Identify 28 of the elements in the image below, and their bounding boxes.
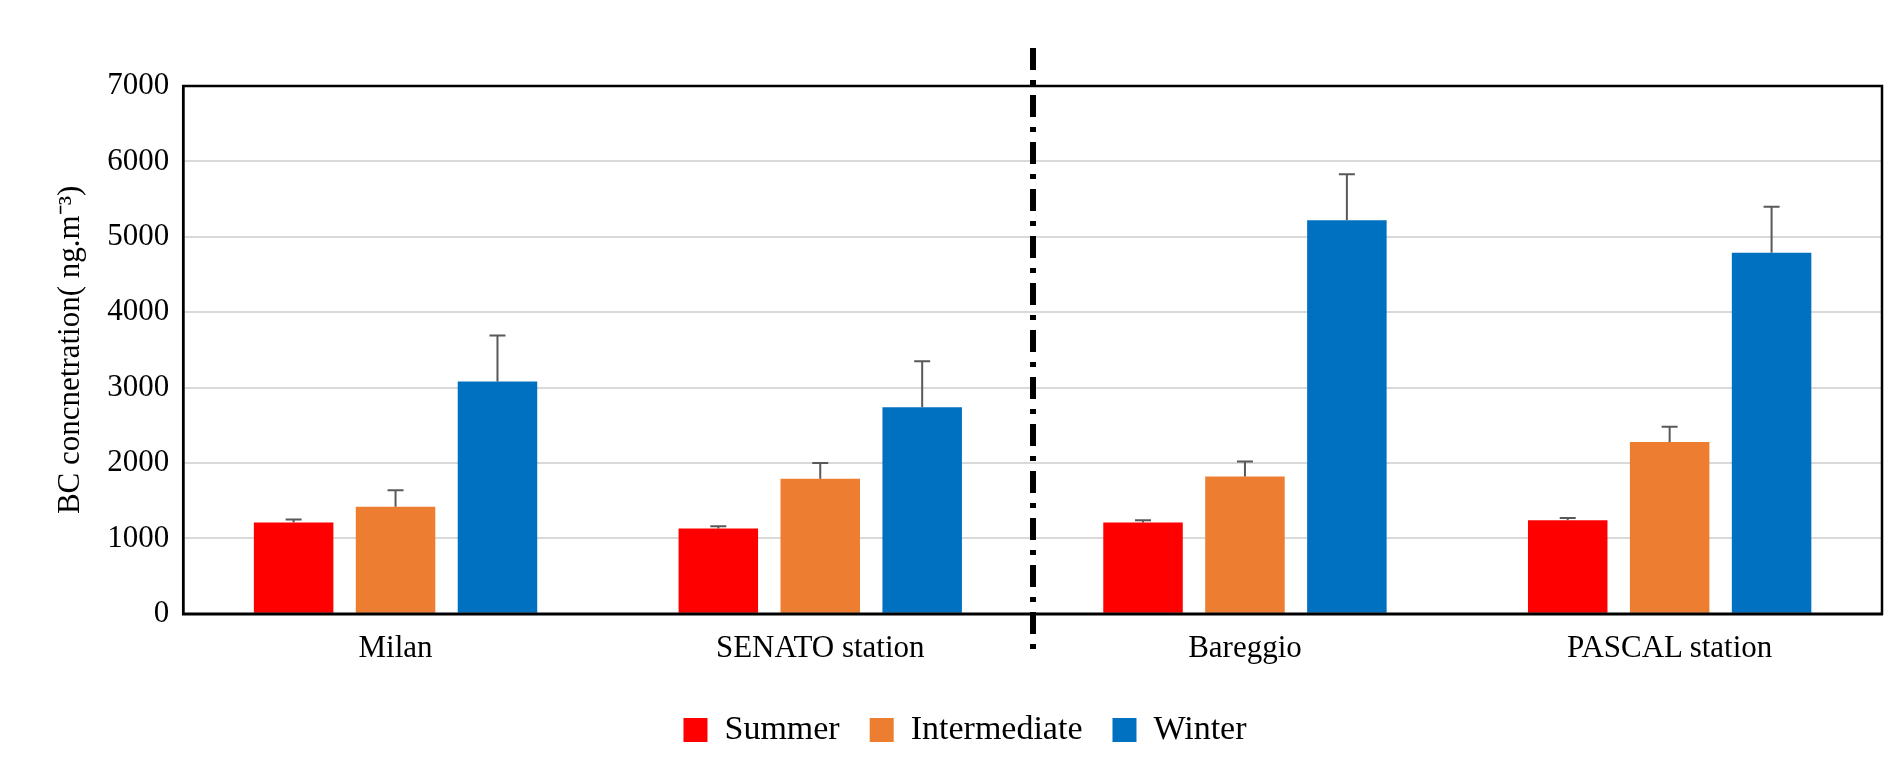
bar <box>1205 476 1285 613</box>
y-tick-label: 0 <box>153 593 170 629</box>
x-tick-label: Milan <box>358 628 434 664</box>
bar <box>1307 220 1387 613</box>
bar <box>457 381 538 613</box>
y-tick-label: 3000 <box>107 367 170 403</box>
y-tick-label: 4000 <box>107 292 170 328</box>
legend-label: Winter <box>1153 708 1248 746</box>
y-tick-label: 2000 <box>107 443 170 479</box>
x-tick-label: PASCAL station <box>1567 628 1773 664</box>
bar <box>1629 441 1710 613</box>
bar <box>1527 520 1608 613</box>
bar <box>355 506 436 613</box>
y-tick-label: 5000 <box>107 216 170 252</box>
x-tick-label: SENATO station <box>715 628 926 664</box>
y-axis-title: BC concnetration( ng.m⁻³) <box>50 185 86 515</box>
y-tick-label: 7000 <box>107 66 170 102</box>
y-tick-label: 6000 <box>107 141 170 177</box>
bar <box>1103 522 1183 613</box>
legend-label: Summer <box>724 708 841 746</box>
bar <box>780 478 860 613</box>
x-tick-label: Bareggio <box>1188 628 1302 664</box>
bar <box>1731 252 1812 613</box>
bar <box>253 522 334 613</box>
legend-label: Intermediate <box>910 708 1083 746</box>
y-tick-label: 1000 <box>107 518 170 554</box>
bar <box>882 407 962 613</box>
bar <box>678 528 759 613</box>
